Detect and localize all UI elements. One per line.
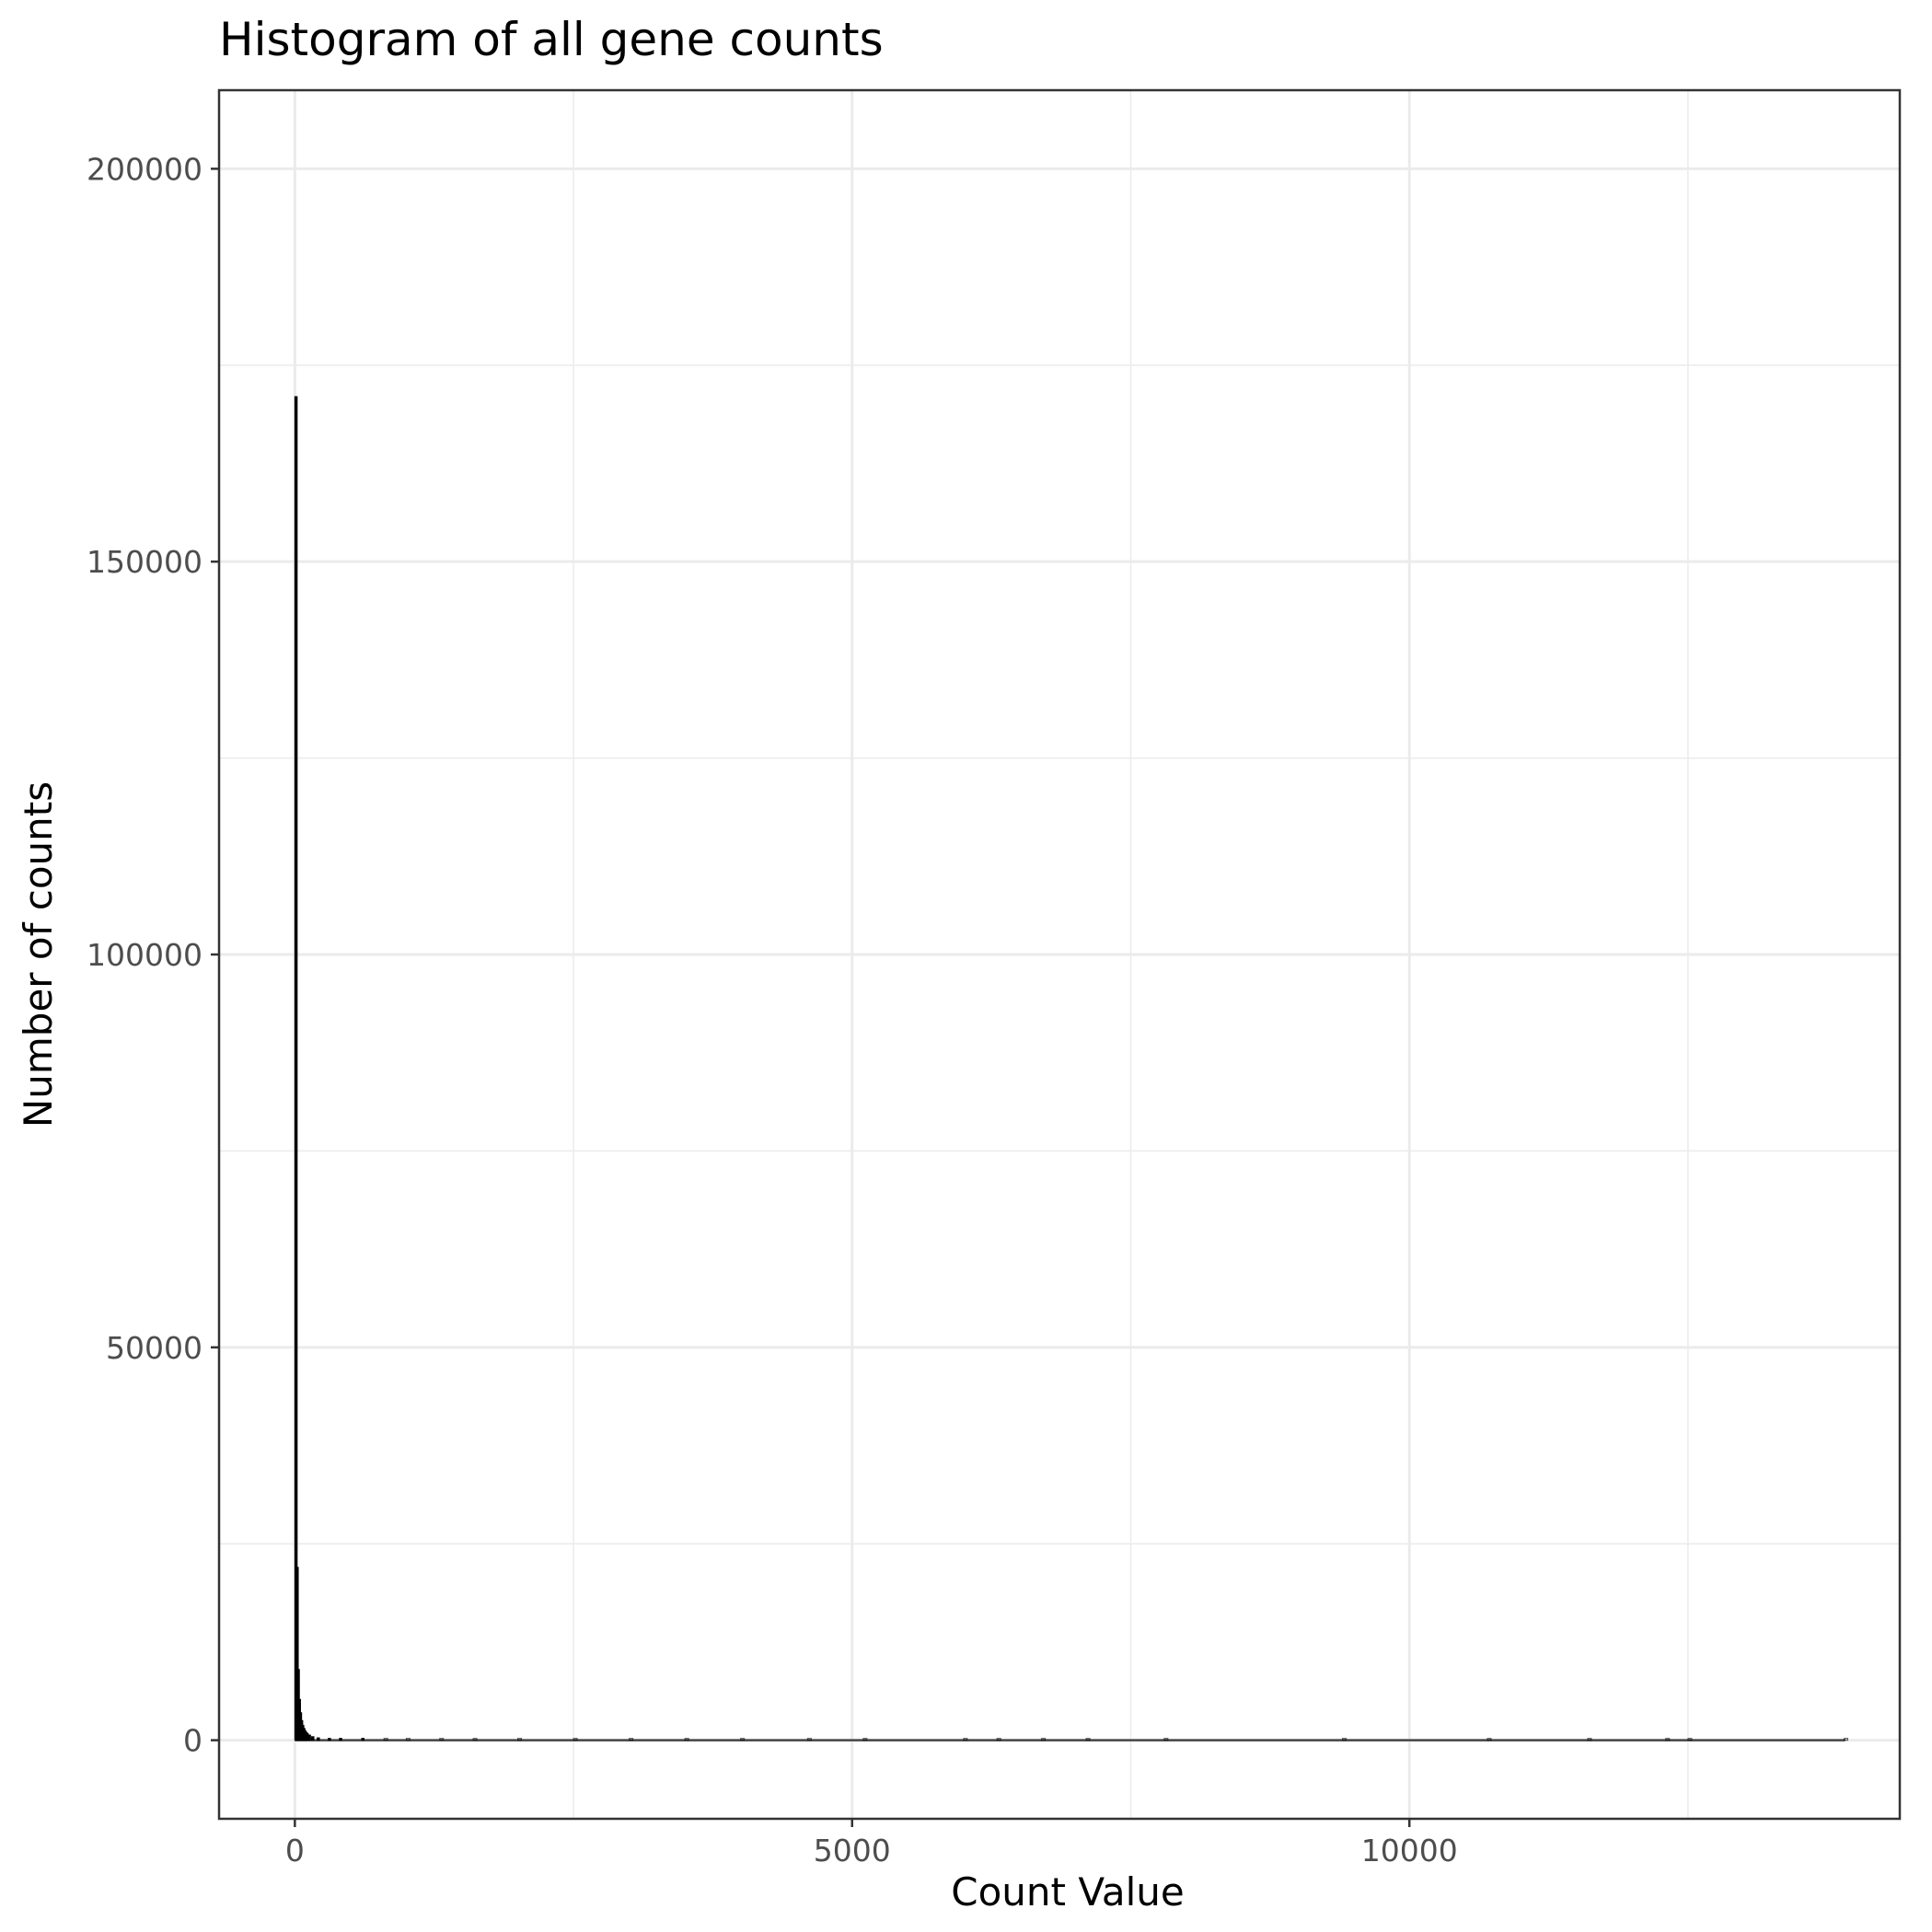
histogram-bars	[294, 396, 1848, 1741]
y-tick-label: 100000	[87, 937, 202, 973]
histogram-bar	[294, 396, 298, 1741]
y-tick-label: 0	[183, 1723, 202, 1759]
x-tick-label: 10000	[1361, 1833, 1458, 1868]
chart-title: Histogram of all gene counts	[219, 13, 884, 66]
x-axis-title: Count Value	[951, 1869, 1184, 1915]
y-axis-title: Number of counts	[16, 781, 61, 1128]
y-tick-label: 150000	[87, 544, 202, 580]
x-tick-label: 0	[285, 1833, 305, 1868]
y-tick-label: 200000	[87, 151, 202, 187]
y-tick-label: 50000	[106, 1330, 202, 1366]
x-tick-label: 5000	[814, 1833, 891, 1868]
